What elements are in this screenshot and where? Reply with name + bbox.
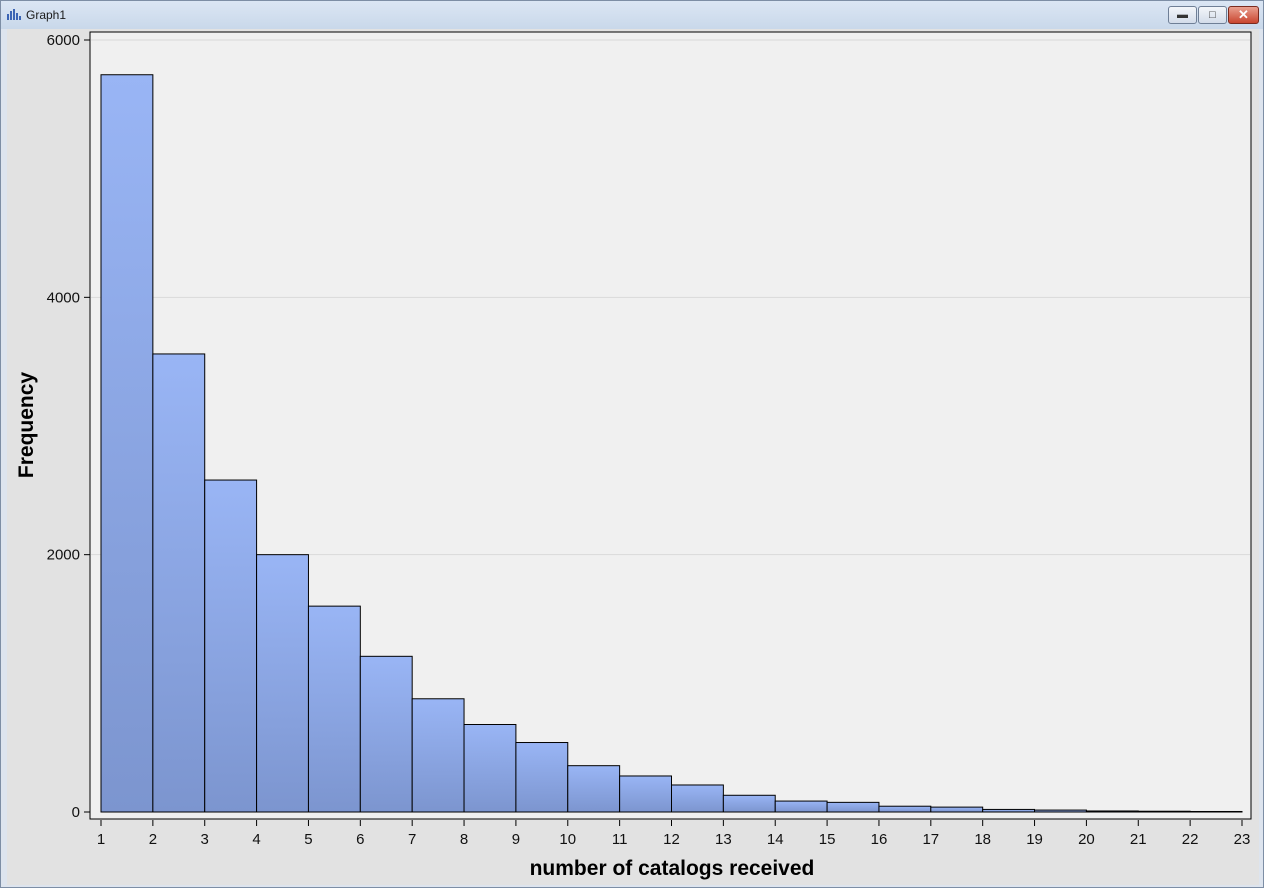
- bar-chart-icon: [7, 9, 21, 20]
- x-tick-label: 6: [356, 831, 364, 848]
- x-tick-label: 11: [612, 831, 628, 848]
- x-tick-label: 19: [1026, 831, 1043, 848]
- histogram-bar: [256, 554, 309, 813]
- histogram-bar: [307, 605, 361, 813]
- histogram-bar: [515, 742, 569, 813]
- x-tick-label: 12: [663, 831, 680, 848]
- histogram-bar: [359, 655, 413, 813]
- x-tick-label: 4: [252, 831, 260, 848]
- y-tick-label: 2000: [47, 547, 80, 564]
- maximize-icon: □: [1209, 9, 1216, 21]
- x-tick-label: 22: [1182, 831, 1199, 848]
- histogram-bar: [411, 698, 465, 813]
- y-axis-label: Frequency: [15, 372, 38, 479]
- x-tick-label: 14: [767, 831, 784, 848]
- histogram-bar: [152, 353, 206, 813]
- x-tick-label: 8: [460, 831, 468, 848]
- close-icon: ✕: [1238, 7, 1249, 22]
- minimize-icon: ▬: [1177, 9, 1188, 21]
- histogram-bar: [1137, 810, 1191, 813]
- minimize-button[interactable]: ▬: [1168, 6, 1197, 24]
- y-axis: 0 2000 4000 6000: [47, 32, 90, 821]
- x-tick-label: 5: [304, 831, 312, 848]
- histogram-bar: [982, 808, 1036, 813]
- histogram-bar: [826, 801, 880, 813]
- histogram-bar: [1085, 810, 1139, 813]
- histogram-bar: [100, 74, 154, 813]
- histogram-bar: [619, 775, 672, 813]
- histogram-bar: [463, 724, 517, 813]
- bars: [100, 74, 1243, 813]
- y-tick-label: 6000: [47, 32, 80, 49]
- y-tick-label: 0: [72, 804, 80, 821]
- x-tick-label: 21: [1130, 831, 1147, 848]
- x-tick-label: 20: [1078, 831, 1095, 848]
- x-tick-label: 9: [512, 831, 520, 848]
- histogram-bar: [930, 806, 984, 813]
- x-tick-label: 10: [559, 831, 576, 848]
- x-tick-label: 1: [97, 831, 105, 848]
- x-axis-label: number of catalogs received: [530, 857, 815, 880]
- x-tick-label: 23: [1234, 831, 1251, 848]
- x-tick-label: 2: [149, 831, 157, 848]
- histogram-bar: [722, 794, 776, 813]
- window-title: Graph1: [26, 8, 67, 22]
- title-bar[interactable]: Graph1 ▬ □ ✕: [1, 1, 1263, 29]
- x-tick-label: 16: [871, 831, 888, 848]
- x-tick-label: 3: [201, 831, 209, 848]
- close-button[interactable]: ✕: [1228, 6, 1259, 24]
- maximize-button[interactable]: □: [1198, 6, 1227, 24]
- histogram-bar: [878, 805, 932, 813]
- y-tick-label: 4000: [47, 289, 80, 306]
- histogram-bar: [204, 479, 258, 813]
- histogram-bar: [671, 784, 724, 813]
- histogram-bar: [1189, 810, 1243, 813]
- graph-area: 0 2000 4000 6000 1 2 3 4 5 6 7 8 9 10 11 12 13 14 15 16 17 1…: [7, 29, 1259, 885]
- x-tick-label: 15: [819, 831, 836, 848]
- histogram-bar: [567, 765, 621, 813]
- x-tick-label: 17: [922, 831, 939, 848]
- x-axis: 1 2 3 4 5 6 7 8 9 10 11 12 13 14 15 16 17 18 19 20 21 22 23: [97, 820, 1251, 848]
- x-tick-label: 18: [974, 831, 991, 848]
- histogram-bar: [774, 800, 828, 813]
- x-tick-label: 13: [715, 831, 732, 848]
- histogram-bar: [1034, 809, 1087, 813]
- x-tick-label: 7: [408, 831, 416, 848]
